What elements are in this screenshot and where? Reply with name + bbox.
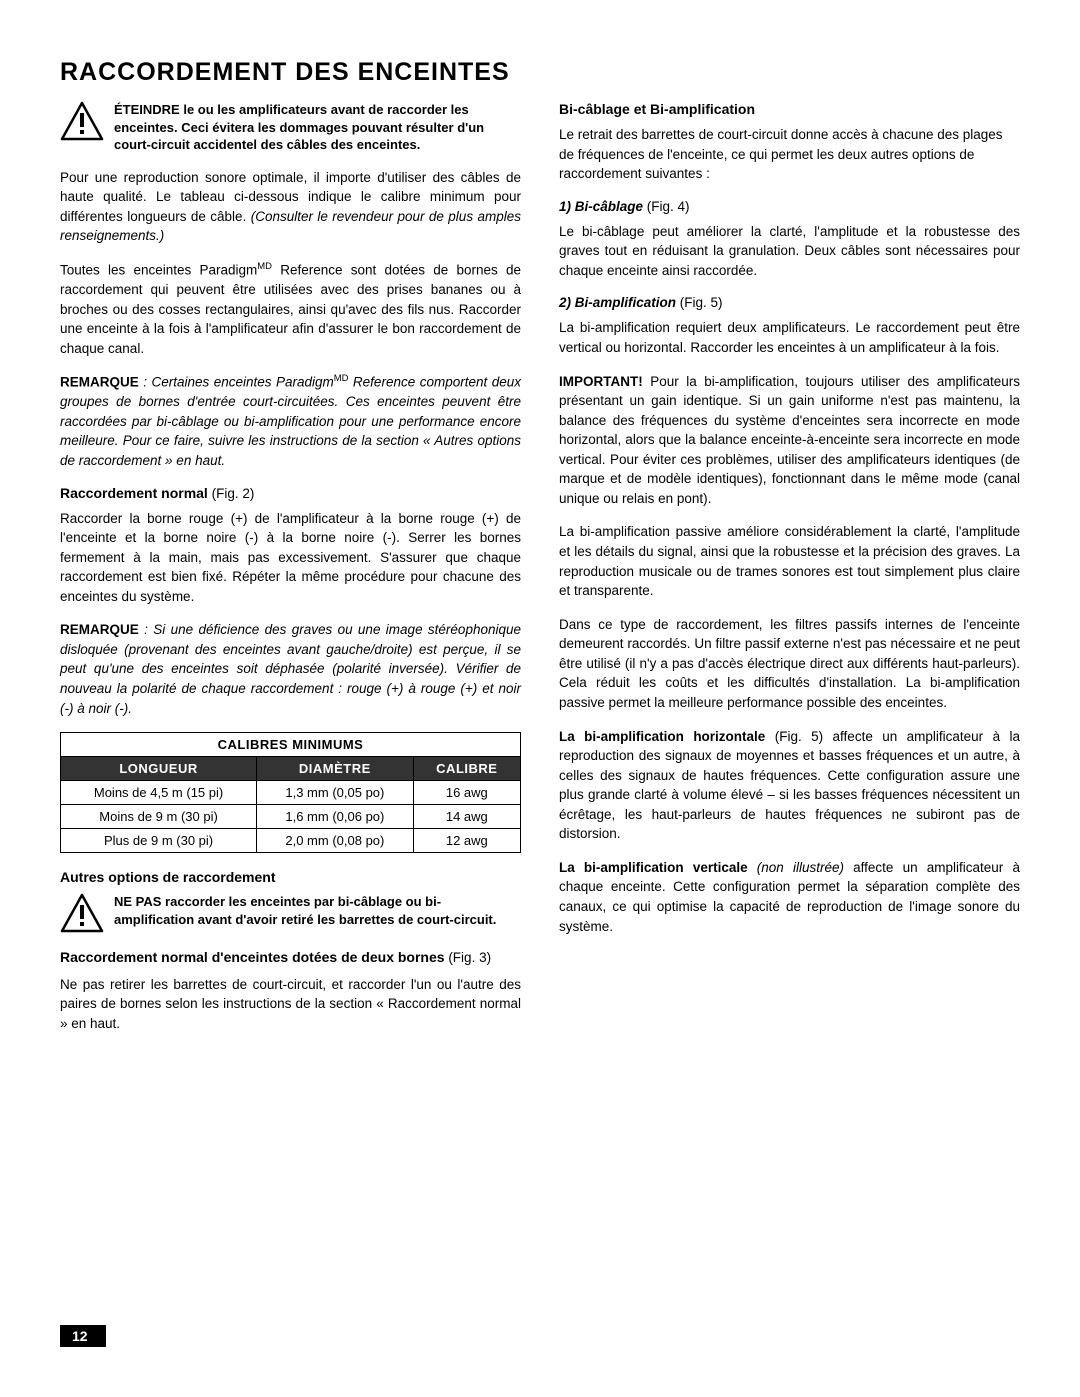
table-header-length: LONGUEUR bbox=[61, 757, 257, 781]
table-row: Plus de 9 m (30 pi)2,0 mm (0,08 po)12 aw… bbox=[61, 829, 521, 853]
warning-icon bbox=[60, 893, 104, 933]
page-number: 12 bbox=[60, 1325, 106, 1347]
warning-icon bbox=[60, 101, 104, 141]
remarque-polarity: REMARQUE : Si une déficience des graves … bbox=[60, 620, 521, 718]
paragraph-vertical-biamp: La bi-amplification verticale (non illus… bbox=[559, 858, 1020, 936]
table-row: Moins de 9 m (30 pi)1,6 mm (0,06 po)14 a… bbox=[61, 805, 521, 829]
left-column: ÉTEINDRE le ou les amplificateurs avant … bbox=[60, 101, 521, 1047]
wire-gauge-table: CALIBRES MINIMUMS LONGUEUR DIAMÈTRE CALI… bbox=[60, 732, 521, 853]
heading-other-options: Autres options de raccordement bbox=[60, 869, 521, 887]
paragraph-normal-connection: Raccorder la borne rouge (+) de l'amplif… bbox=[60, 509, 521, 607]
warning-jumper: NE PAS raccorder les enceintes par bi-câ… bbox=[60, 893, 521, 933]
paragraph-biwiring: Le bi-câblage peut améliorer la clarté, … bbox=[559, 222, 1020, 281]
page-title: RACCORDEMENT DES ENCEINTES bbox=[60, 58, 1020, 87]
paragraph-horizontal-biamp: La bi-amplification horizontale (Fig. 5)… bbox=[559, 727, 1020, 844]
table-title: CALIBRES MINIMUMS bbox=[61, 733, 521, 757]
heading-biwire-biamp: Bi-câblage et Bi-amplification bbox=[559, 101, 1020, 119]
table-header-gauge: CALIBRE bbox=[413, 757, 520, 781]
paragraph-biamp-intro: La bi-amplification requiert deux amplif… bbox=[559, 318, 1020, 357]
table-header-diameter: DIAMÈTRE bbox=[257, 757, 414, 781]
heading-biwiring: 1) Bi-câblage (Fig. 4) bbox=[559, 198, 1020, 216]
right-column: Bi-câblage et Bi-amplification Le retrai… bbox=[559, 101, 1020, 1047]
paragraph-passive-biamp: La bi-amplification passive améliore con… bbox=[559, 522, 1020, 600]
paragraph-internal-filters: Dans ce type de raccordement, les filtre… bbox=[559, 615, 1020, 713]
warning-text: ÉTEINDRE le ou les amplificateurs avant … bbox=[114, 101, 521, 154]
remarque-dual-terminals: REMARQUE : Certaines enceintes ParadigmM… bbox=[60, 372, 521, 470]
warning-text: NE PAS raccorder les enceintes par bi-câ… bbox=[114, 893, 521, 928]
paragraph-two-terminal: Ne pas retirer les barrettes de court-ci… bbox=[60, 975, 521, 1034]
intro-cable-quality: Pour une reproduction sonore optimale, i… bbox=[60, 168, 521, 246]
heading-two-terminal: Raccordement normal d'enceintes dotées d… bbox=[60, 947, 521, 969]
paragraph-jumper-removal: Le retrait des barrettes de court-circui… bbox=[559, 125, 1020, 184]
heading-biamp: 2) Bi-amplification (Fig. 5) bbox=[559, 294, 1020, 312]
paragraph-important-gain: IMPORTANT! Pour la bi-amplification, tou… bbox=[559, 372, 1020, 509]
warning-power-off: ÉTEINDRE le ou les amplificateurs avant … bbox=[60, 101, 521, 154]
table-row: Moins de 4,5 m (15 pi)1,3 mm (0,05 po)16… bbox=[61, 781, 521, 805]
paragraph-terminals: Toutes les enceintes ParadigmMD Referenc… bbox=[60, 260, 521, 358]
heading-normal-connection: Raccordement normal (Fig. 2) bbox=[60, 485, 521, 503]
two-column-layout: ÉTEINDRE le ou les amplificateurs avant … bbox=[60, 101, 1020, 1047]
